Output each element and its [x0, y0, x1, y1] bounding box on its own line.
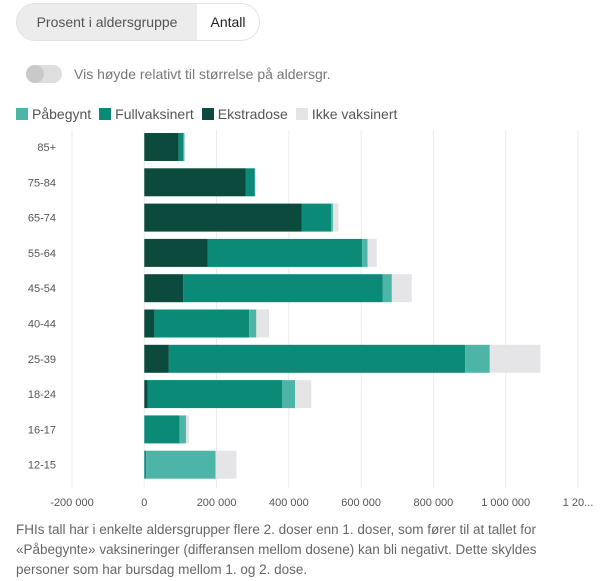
count-button[interactable]: Antall [197, 4, 259, 40]
y-tick-label: 16-17 [28, 424, 56, 436]
bar-segment [147, 380, 282, 409]
bar-segment [186, 415, 190, 444]
y-tick-label: 25-39 [28, 354, 56, 366]
legend-item-ikke-vaksinert[interactable]: Ikke vaksinert [295, 104, 398, 124]
bar-segment [465, 344, 490, 373]
bar-segment [154, 309, 250, 338]
legend-label: Fullvaksinert [115, 106, 194, 122]
bar-segment [144, 203, 302, 232]
x-tick-label: 600 000 [341, 497, 381, 509]
bar-segment [382, 274, 392, 303]
bar-segment [245, 168, 255, 197]
bar-segment [489, 344, 541, 373]
bar-segment [362, 238, 368, 267]
bar-segment [249, 309, 257, 338]
bar-segment [179, 415, 187, 444]
percent-in-age-group-button[interactable]: Prosent i aldersgruppe [36, 14, 178, 30]
bar-segment [144, 309, 155, 338]
legend-item-pabegynt[interactable]: Påbegynt [16, 104, 91, 124]
y-tick-label: 65-74 [28, 213, 56, 225]
bar-segment [144, 450, 147, 479]
footnote-text: FHIs tall har i enkelte aldersgrupper fl… [16, 522, 537, 577]
bar-segment [168, 344, 466, 373]
bar-segment [295, 380, 312, 409]
relative-height-switch[interactable] [26, 65, 62, 83]
x-tick-label: 0 [141, 497, 147, 509]
legend-swatch [16, 108, 28, 120]
legend-swatch [201, 108, 214, 120]
x-tick-label: 1 20... [563, 497, 594, 509]
legend-item-ekstradose[interactable]: Ekstradose [201, 104, 288, 124]
bar-segment [144, 344, 169, 373]
y-tick-label: 12-15 [28, 460, 56, 472]
x-tick-label: 800 000 [414, 497, 454, 509]
bar-segment [207, 238, 363, 267]
bar-segment [144, 238, 208, 267]
bar-segment [254, 168, 256, 197]
bar-segment [215, 450, 237, 479]
x-tick-label: 200 000 [197, 497, 237, 509]
legend-swatch [295, 108, 308, 120]
bar-segment [144, 274, 184, 303]
bar-segment [367, 238, 377, 267]
bar-segment [144, 168, 246, 197]
y-tick-label: 18-24 [28, 389, 56, 401]
bar-segment [256, 309, 269, 338]
vaccination-stacked-bar-chart: 85+ 75-84 65-74 55-64 45-54 40-44 25-39 18-24 16… [28, 130, 594, 509]
bar-segment [184, 133, 186, 161]
bar-segment [331, 203, 333, 232]
y-tick-label: 40-44 [28, 319, 56, 331]
legend-label: Ekstradose [217, 106, 288, 122]
bar-segment [391, 274, 412, 303]
bar-segment [144, 380, 148, 409]
bar-segment [332, 203, 339, 232]
y-tick-label: 55-64 [28, 248, 56, 260]
bar-segment [183, 133, 185, 161]
bar-segment [144, 415, 180, 444]
bar-segment [146, 450, 216, 479]
bar-segment [301, 203, 332, 232]
switch-knob [26, 65, 44, 83]
bar-segment [281, 380, 296, 409]
legend-label: Ikke vaksinert [311, 106, 398, 122]
x-tick-label: 1 000 000 [481, 497, 530, 509]
chart-legend: Påbegynt Fullvaksinert Ekstradose Ikke v… [16, 104, 405, 124]
y-tick-label: 75-84 [28, 177, 56, 189]
legend-item-fullvaksinert[interactable]: Fullvaksinert [99, 104, 194, 124]
relative-height-switch-label: Vis høyde relativt til størrelse på alde… [74, 66, 331, 82]
view-mode-toggle-group: Prosent i aldersgruppe Antall [16, 3, 260, 41]
y-tick-label: 85+ [37, 142, 56, 154]
x-tick-label: 400 000 [269, 497, 309, 509]
bar-segment [178, 133, 184, 161]
legend-swatch [99, 108, 112, 120]
x-tick-label: -200 000 [50, 497, 93, 509]
legend-label: Påbegynt [32, 106, 92, 122]
bar-segment [183, 274, 383, 303]
y-tick-label: 45-54 [28, 283, 56, 295]
bar-segment [144, 133, 179, 161]
